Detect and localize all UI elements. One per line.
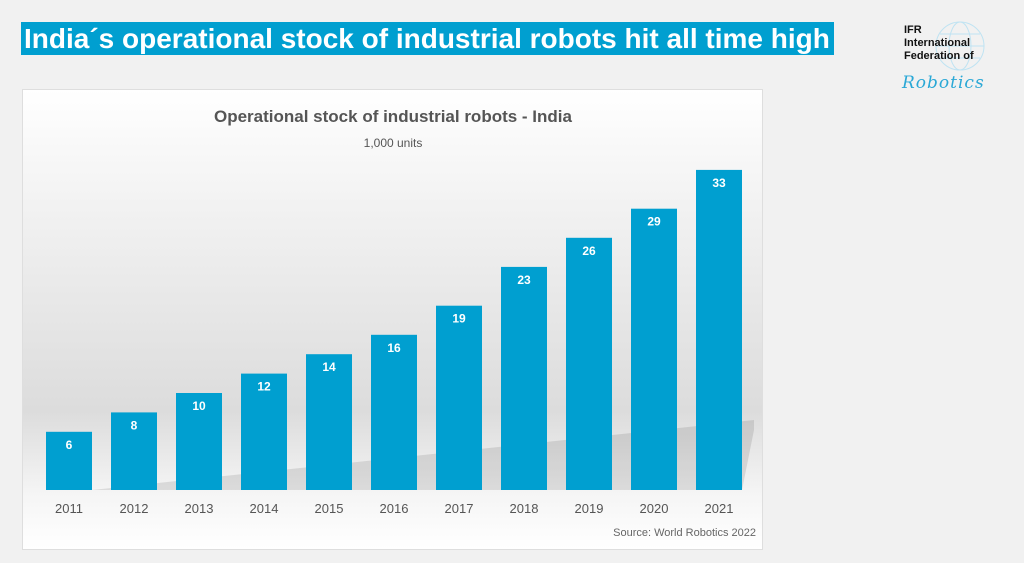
- x-tick-label: 2018: [510, 501, 539, 516]
- bar-2013: [176, 393, 222, 490]
- data-label: 33: [712, 176, 726, 190]
- bar-2015: [306, 354, 352, 490]
- ifr-logo: IFR International Federation of Robotics: [900, 21, 1010, 94]
- x-tick-label: 2012: [120, 501, 149, 516]
- data-label: 14: [322, 360, 336, 374]
- data-label: 8: [131, 418, 138, 432]
- globe-icon: [935, 21, 985, 71]
- x-tick-label: 2017: [445, 501, 474, 516]
- data-label: 19: [452, 312, 466, 326]
- bar-chart: Operational stock of industrial robots -…: [46, 107, 756, 539]
- bar-2019: [566, 237, 612, 490]
- x-tick-label: 2021: [705, 501, 734, 516]
- data-label: 16: [387, 341, 401, 355]
- source-note: Source: World Robotics 2022: [613, 527, 756, 539]
- x-tick-label: 2016: [380, 501, 409, 516]
- bar-2021: [696, 169, 742, 490]
- slide-headline: India´s operational stock of industrial …: [21, 22, 834, 55]
- x-tick-label: 2019: [575, 501, 604, 516]
- chart-subtitle: 1,000 units: [364, 136, 423, 150]
- chart-title: Operational stock of industrial robots -…: [214, 107, 573, 126]
- bar-2011: [46, 431, 92, 490]
- bar-2017: [436, 305, 482, 490]
- x-tick-label: 2014: [250, 501, 279, 516]
- bar-2018: [501, 266, 547, 490]
- x-tick-label: 2013: [185, 501, 214, 516]
- data-label: 23: [517, 273, 531, 287]
- data-label: 26: [582, 244, 596, 258]
- x-tick-label: 2015: [315, 501, 344, 516]
- x-tick-label: 2011: [55, 501, 83, 516]
- data-label: 12: [257, 380, 271, 394]
- bar-2016: [371, 334, 417, 490]
- logo-federation: Federation of: [904, 50, 974, 62]
- logo-ifr: IFR: [904, 24, 922, 36]
- data-label: 10: [192, 399, 206, 413]
- bar-2012: [111, 412, 157, 490]
- chart-panel: Operational stock of industrial robots -…: [22, 89, 763, 550]
- data-label: 6: [66, 438, 73, 452]
- bar-2020: [631, 208, 677, 490]
- data-label: 29: [647, 215, 661, 229]
- logo-robotics: Robotics: [902, 73, 985, 93]
- x-tick-label: 2020: [640, 501, 669, 516]
- bar-2014: [241, 373, 287, 490]
- logo-international: International: [904, 37, 971, 49]
